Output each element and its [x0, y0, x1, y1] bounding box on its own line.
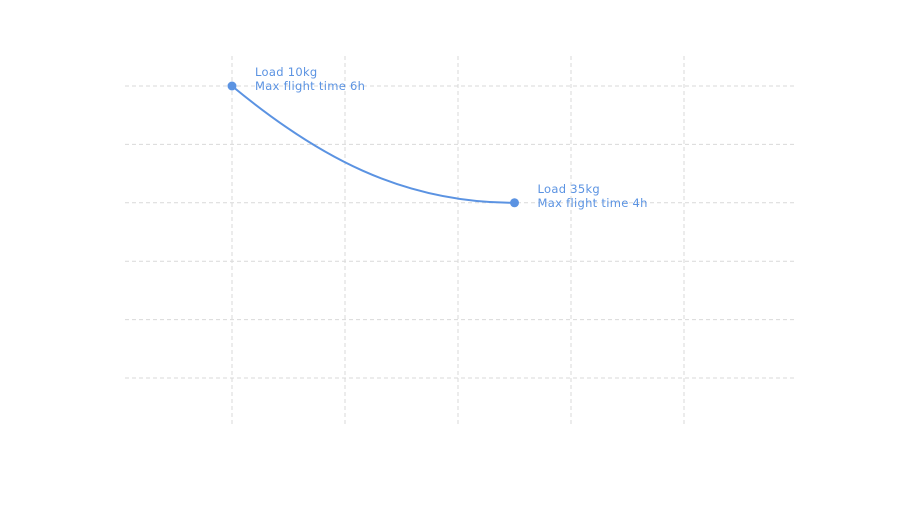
data-label-1-0: Load 35kg	[538, 182, 601, 196]
data-label-1-1: Max flight time 4h	[538, 196, 648, 210]
series-layer	[231, 85, 515, 204]
data-label-0-1: Max flight time 6h	[255, 79, 365, 93]
data-label-0-0: Load 10kg	[255, 65, 318, 79]
data-points	[227, 81, 519, 208]
data-point-0[interactable]	[227, 81, 237, 91]
data-point-1[interactable]	[510, 198, 519, 208]
grid	[125, 56, 795, 426]
series-line-0	[231, 85, 515, 204]
